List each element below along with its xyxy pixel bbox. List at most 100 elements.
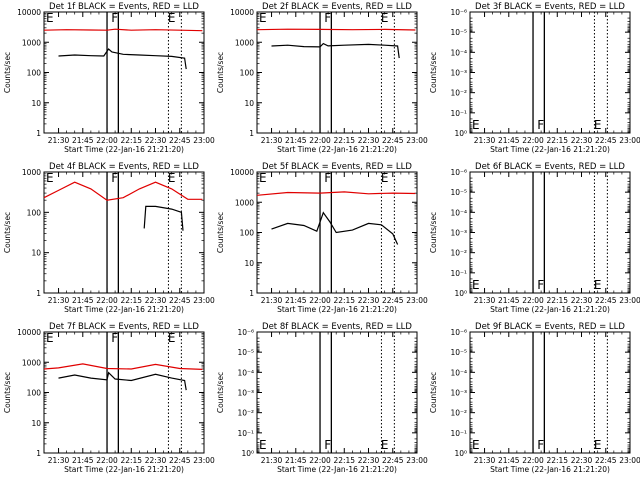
plot-title: Det 9f BLACK = Events, RED = LLD <box>475 322 625 332</box>
y-tick-label: 10000 <box>230 8 254 17</box>
x-axis-label: Start Time (22-Jan-16 21:21:20) <box>277 145 397 154</box>
y-tick-label: 10⁻⁴ <box>450 368 467 377</box>
y-axis-label: Counts/sec <box>429 372 438 413</box>
x-tick-label: 22:00 <box>522 296 544 305</box>
x-tick-label: 23:00 <box>619 296 640 305</box>
x-tick-label: 22:00 <box>96 296 118 305</box>
series-events-line <box>58 371 187 391</box>
x-tick-label: 22:45 <box>169 136 191 145</box>
y-tick-label: 10 <box>244 99 254 108</box>
y-tick-label: 10⁻⁶ <box>450 328 467 337</box>
y-tick-label: 10⁻⁴ <box>237 368 254 377</box>
plot-frame <box>469 331 631 454</box>
plot-title: Det 6f BLACK = Events, RED = LLD <box>475 162 625 172</box>
y-tick-label: 10 <box>244 259 254 268</box>
x-tick-label: 23:00 <box>619 456 640 465</box>
series-events-line <box>271 42 400 59</box>
y-tick-label: 10⁰ <box>454 129 467 138</box>
x-axis-label: Start Time (22-Jan-16 21:21:20) <box>64 305 184 314</box>
plot-det4: Det 4f BLACK = Events, RED = LLD 1 10 100 10… <box>3 162 215 314</box>
x-tick-label: 22:00 <box>522 456 544 465</box>
y-tick-label: 1000 <box>235 38 254 47</box>
y-tick-label: 1000 <box>235 198 254 207</box>
saa-marker-label: E <box>259 438 267 452</box>
y-tick-label: 10⁻¹ <box>237 429 254 438</box>
x-axis-label: Start Time (22-Jan-16 21:21:20) <box>490 465 610 474</box>
y-tick-label: 10⁻² <box>450 409 467 418</box>
x-axis-label: Start Time (22-Jan-16 21:21:20) <box>277 465 397 474</box>
y-tick-label: 10⁻⁵ <box>237 348 254 357</box>
series-lld-line <box>43 363 203 370</box>
x-tick-label: 22:45 <box>382 296 404 305</box>
y-tick-label: 100 <box>27 208 42 217</box>
x-tick-label: 23:00 <box>193 296 215 305</box>
x-tick-label: 23:00 <box>406 136 428 145</box>
x-tick-label: 22:00 <box>96 136 118 145</box>
x-tick-label: 22:00 <box>309 456 331 465</box>
x-tick-label: 21:30 <box>474 136 496 145</box>
saa-marker-label: E <box>259 171 267 185</box>
plot-title: Det 2f BLACK = Events, RED = LLD <box>262 2 412 12</box>
y-tick-label: 10⁻¹ <box>450 429 467 438</box>
x-tick-label: 22:30 <box>145 136 167 145</box>
x-tick-label: 22:45 <box>595 136 617 145</box>
plot-det2: Det 2f BLACK = Events, RED = LLD 1 10 100 10… <box>216 2 428 154</box>
y-axis-label: Counts/sec <box>429 212 438 253</box>
y-tick-label: 100 <box>27 69 42 78</box>
y-tick-label: 10⁻⁵ <box>450 348 467 357</box>
x-tick-label: 22:00 <box>96 456 118 465</box>
x-tick-label: 22:45 <box>169 456 191 465</box>
x-tick-label: 21:30 <box>48 456 70 465</box>
x-tick-label: 22:15 <box>120 136 142 145</box>
y-tick-label: 1000 <box>22 168 41 177</box>
y-tick-label: 1 <box>36 289 41 298</box>
plot-frame <box>43 331 205 454</box>
y-tick-label: 1000 <box>22 38 41 47</box>
plot-det7: Det 7f BLACK = Events, RED = LLD 1 10 100 10… <box>3 322 215 474</box>
saa-marker-label: F <box>324 171 331 185</box>
x-tick-label: 21:45 <box>72 136 94 145</box>
x-tick-label: 22:15 <box>120 456 142 465</box>
x-tick-label: 22:30 <box>358 136 380 145</box>
x-tick-label: 21:45 <box>498 296 520 305</box>
x-tick-label: 23:00 <box>619 136 640 145</box>
x-tick-label: 21:30 <box>261 456 283 465</box>
saa-marker-label: E <box>46 11 54 25</box>
x-axis-label: Start Time (22-Jan-16 21:21:20) <box>64 145 184 154</box>
x-tick-label: 22:15 <box>333 456 355 465</box>
y-axis-label: Counts/sec <box>3 52 12 93</box>
y-tick-label: 100 <box>240 229 255 238</box>
plot-title: Det 8f BLACK = Events, RED = LLD <box>262 322 412 332</box>
saa-marker-label: E <box>381 11 389 25</box>
series-lld-line <box>256 191 416 196</box>
y-tick-label: 10⁰ <box>241 449 254 458</box>
saa-marker-label: E <box>46 331 54 345</box>
y-tick-label: 1 <box>36 129 41 138</box>
plot-det6: Det 6f BLACK = Events, RED = LLD 10⁰ 10⁻¹ 1… <box>429 162 640 314</box>
plot-frame <box>43 171 205 294</box>
x-tick-label: 21:30 <box>48 296 70 305</box>
saa-marker-label: F <box>324 438 331 452</box>
y-tick-label: 100 <box>27 389 42 398</box>
x-tick-label: 22:45 <box>595 456 617 465</box>
x-tick-label: 22:15 <box>333 136 355 145</box>
x-tick-label: 22:45 <box>382 136 404 145</box>
series-lld-line <box>256 28 416 31</box>
y-tick-label: 10⁻³ <box>450 69 467 78</box>
y-tick-label: 10⁻³ <box>450 389 467 398</box>
x-axis-label: Start Time (22-Jan-16 21:21:20) <box>490 145 610 154</box>
y-axis-label: Counts/sec <box>429 52 438 93</box>
series-lld-line <box>43 181 203 201</box>
y-tick-label: 10⁻³ <box>450 229 467 238</box>
y-tick-label: 10⁻⁶ <box>450 8 467 17</box>
y-tick-label: 100 <box>240 69 255 78</box>
x-tick-label: 22:00 <box>309 296 331 305</box>
y-tick-label: 10⁻³ <box>237 389 254 398</box>
x-tick-label: 22:45 <box>169 296 191 305</box>
x-tick-label: 23:00 <box>193 136 215 145</box>
y-tick-label: 10 <box>31 249 41 258</box>
x-tick-label: 22:15 <box>333 296 355 305</box>
plot-title: Det 4f BLACK = Events, RED = LLD <box>49 162 199 172</box>
x-tick-label: 22:15 <box>546 296 568 305</box>
